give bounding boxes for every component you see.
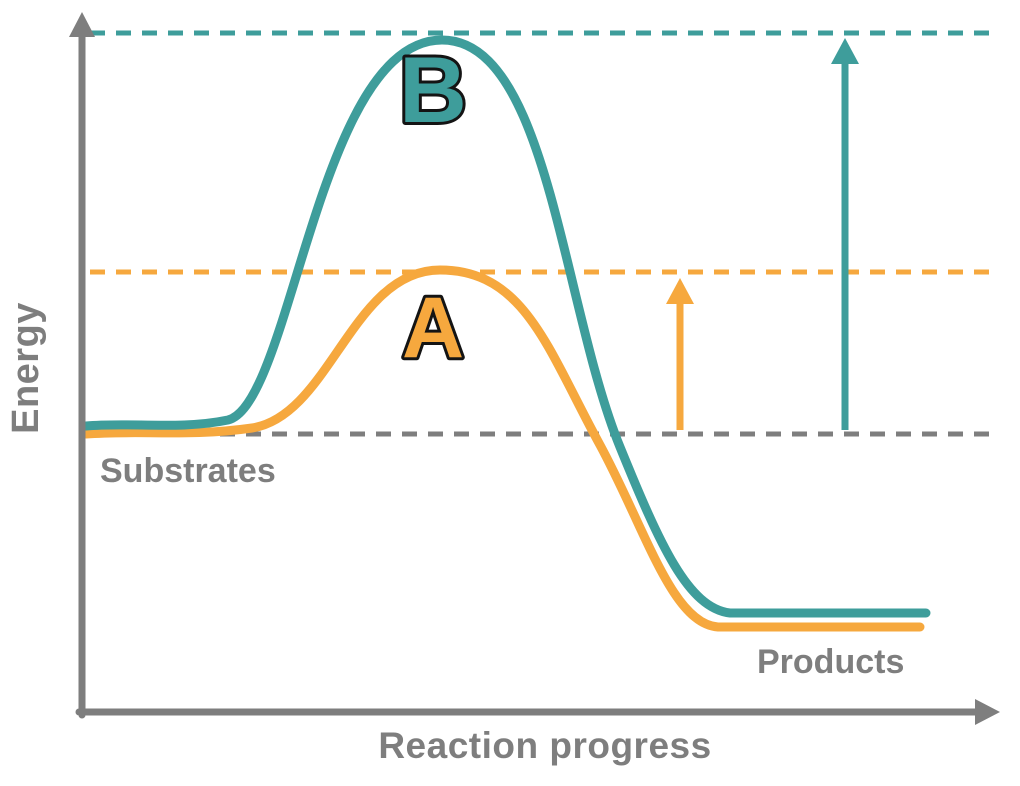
substrates-label: Substrates	[100, 452, 276, 490]
curve-a	[81, 265, 925, 632]
x-axis-arrowhead	[975, 699, 1000, 725]
activation-energy-arrow-b-head	[831, 38, 859, 64]
curve-a-label: A	[402, 280, 464, 376]
y-axis-label: Energy	[5, 302, 47, 434]
products-label: Products	[757, 643, 904, 681]
y-axis-arrowhead	[69, 12, 95, 37]
x-axis-label: Reaction progress	[378, 725, 711, 766]
activation-energy-arrow-a-head	[666, 278, 694, 304]
curve-b-label: B	[399, 37, 467, 142]
curve-b	[81, 35, 931, 618]
